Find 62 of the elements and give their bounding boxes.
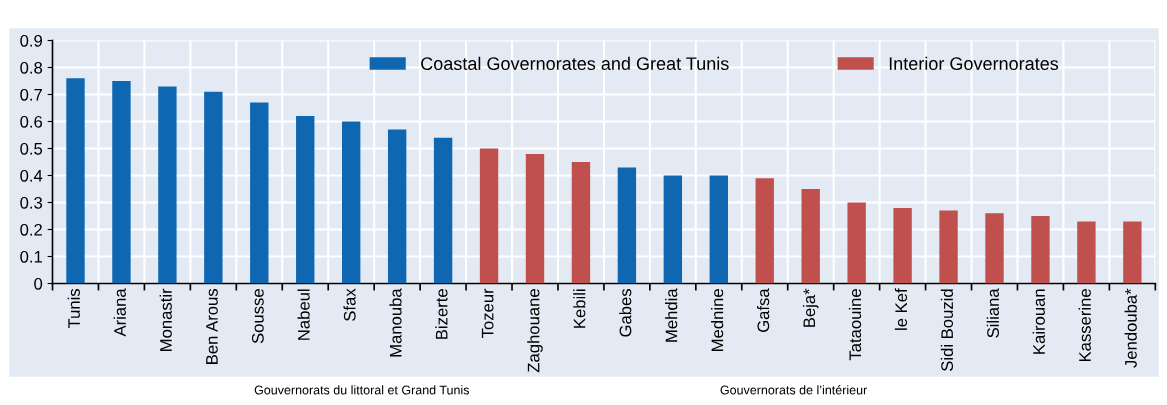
bar (893, 207, 912, 284)
y-tick-label: 0.5 (20, 142, 43, 155)
x-tick-label: Manouba (389, 288, 402, 357)
bar (801, 189, 820, 284)
bar (250, 102, 269, 284)
x-tick-label: Ben Arous (206, 288, 218, 364)
bar (479, 148, 499, 284)
x-tick-label: Sidi Bouzid (940, 289, 954, 371)
text: Gouvernorats du littoral et Grand Tunis (254, 385, 470, 395)
x-tick-label: Kairouan (1032, 289, 1045, 354)
y-tick-label: 0.2 (20, 223, 42, 236)
x-tick-label: Zaghouane (527, 289, 543, 373)
bar (525, 153, 545, 284)
x-tick-label: Gafsa (757, 288, 770, 332)
y-tick-label: 0.4 (20, 169, 43, 182)
x-tick-label: Tunis (67, 288, 80, 329)
y-tick-label: 0 (34, 277, 43, 290)
y-tick-label: 0.1 (20, 250, 42, 263)
bar (112, 81, 131, 284)
bar (296, 116, 315, 284)
bar (985, 213, 1004, 284)
bar (847, 202, 866, 284)
bar (571, 162, 591, 284)
bar (617, 167, 637, 284)
y-tick-label: 0.9 (20, 34, 43, 47)
x-tick-label: Mednine (711, 289, 724, 351)
bar (433, 137, 453, 284)
x-tick-label: Tataouine (848, 289, 862, 361)
x-tick-label: Monastir (159, 288, 172, 351)
x-tick-label: Sfax (343, 288, 356, 321)
bar (755, 178, 774, 284)
legend-label: Interior Governorates (889, 56, 1059, 71)
bar (939, 210, 958, 284)
bar (342, 121, 361, 284)
x-tick-label: Gabes (619, 288, 632, 337)
x-tick-label: Kebili (573, 289, 586, 328)
y-tick-label: 0.3 (20, 196, 43, 209)
bar (387, 129, 407, 284)
y-tick-label: 0.7 (20, 88, 42, 101)
x-tick-label: Siliana (986, 288, 999, 338)
bar (1077, 221, 1096, 284)
bar (663, 175, 683, 284)
x-tick-label: Tozeur (481, 288, 494, 338)
x-tick-label: Ariana (113, 288, 126, 337)
x-tick-label: Mehdia (665, 288, 678, 342)
x-tick-label: Nabeul (297, 289, 310, 340)
y-tick-label: 0.8 (20, 61, 43, 74)
bar (1031, 216, 1050, 284)
bar (66, 78, 85, 284)
text: Gouvernorats de l’intérieur (720, 385, 868, 395)
x-tick-label: Jendouba* (1124, 288, 1137, 368)
bar (204, 91, 223, 284)
x-tick-label: le Kef (894, 288, 908, 330)
y-tick-label: 0.6 (20, 115, 43, 128)
bar (158, 86, 177, 284)
x-tick-label: Sousse (251, 289, 264, 344)
bar (709, 175, 728, 284)
x-tick-label: Kasserine (1078, 289, 1091, 362)
x-tick-label: Bizerte (435, 289, 448, 339)
x-tick-label: Beja* (802, 288, 819, 327)
legend-label: Coastal Governorates and Great Tunis (421, 56, 729, 71)
bar (1123, 221, 1142, 284)
